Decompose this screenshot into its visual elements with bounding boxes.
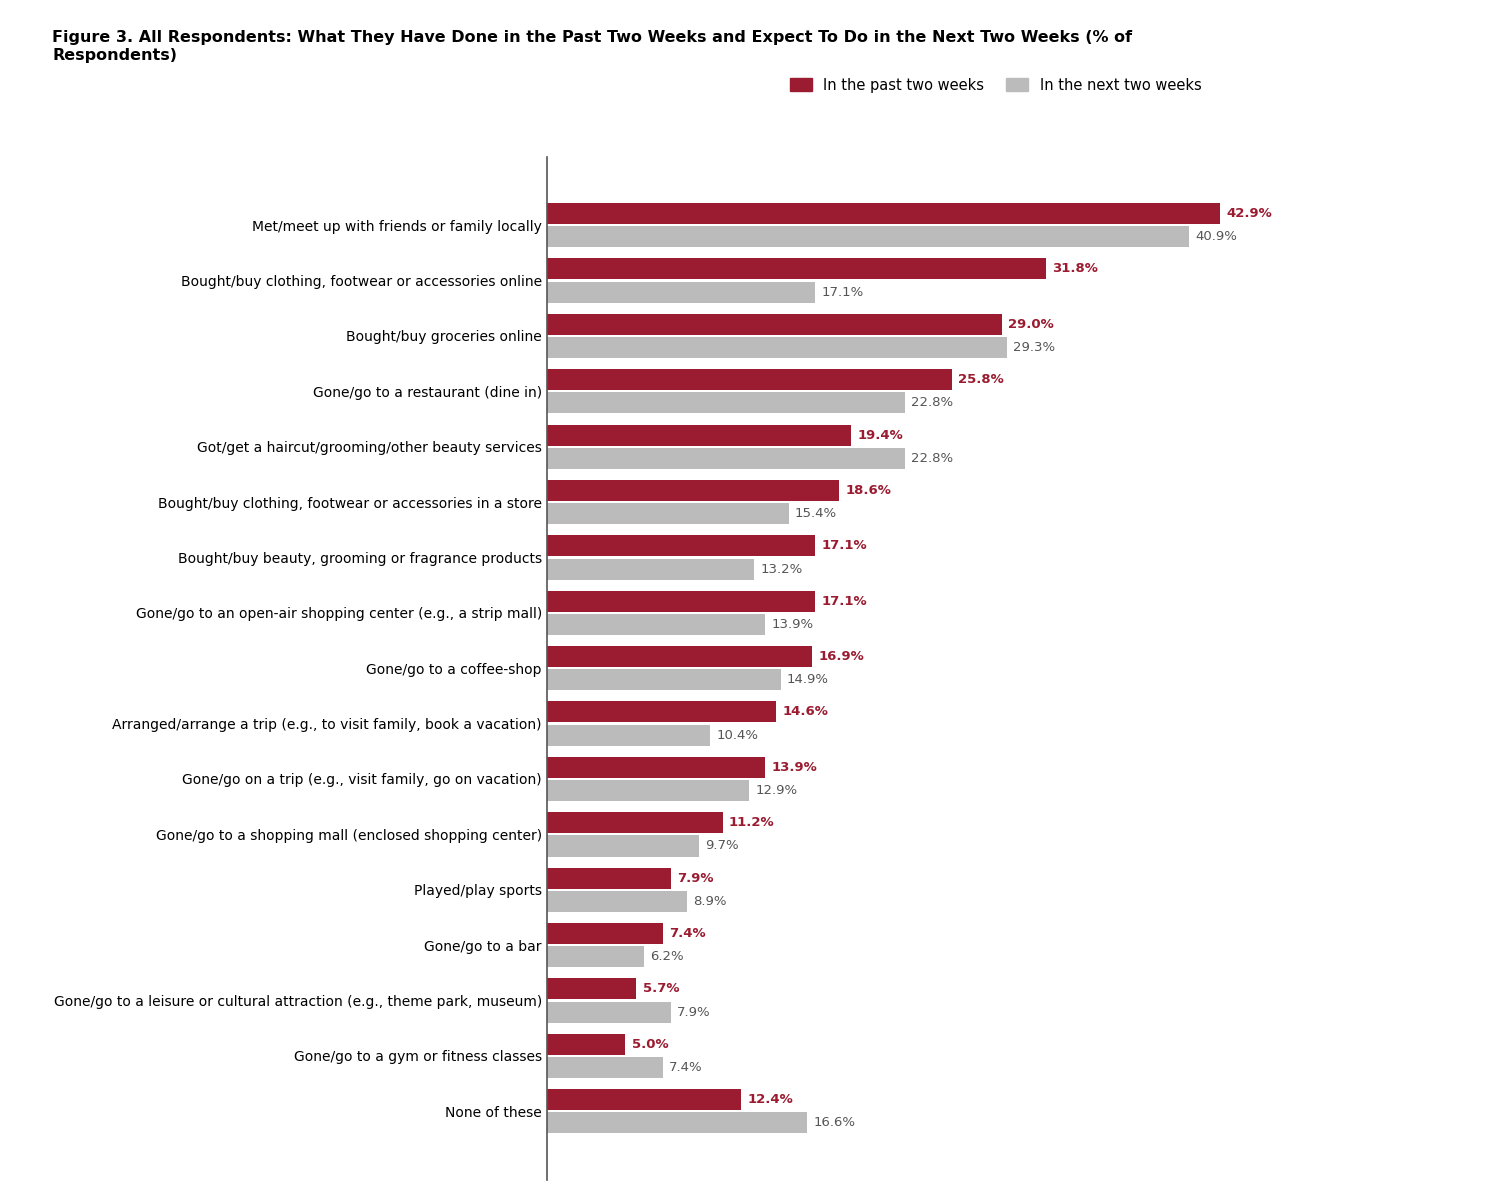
Bar [547,757,765,778]
Bar [547,669,780,690]
Text: Figure 3. All Respondents: What They Have Done in the Past Two Weeks and Expect : Figure 3. All Respondents: What They Hav… [52,30,1132,63]
Text: 18.6%: 18.6% [845,484,891,497]
Text: 13.9%: 13.9% [771,761,816,774]
Bar [547,702,776,722]
Text: 14.6%: 14.6% [782,706,828,719]
Text: 29.0%: 29.0% [1008,318,1055,331]
Bar [547,946,644,967]
Text: 7.9%: 7.9% [677,872,713,885]
Text: 10.4%: 10.4% [716,728,758,742]
Text: 22.8%: 22.8% [911,396,953,409]
Text: 6.2%: 6.2% [650,950,685,963]
Text: 22.8%: 22.8% [911,452,953,465]
Bar [547,647,812,667]
Text: 17.1%: 17.1% [821,285,864,299]
Bar [547,836,700,856]
Bar [547,425,851,445]
Bar [547,503,788,524]
Text: 16.6%: 16.6% [813,1116,855,1129]
Bar [547,923,664,944]
Text: 9.7%: 9.7% [706,839,739,852]
Text: 40.9%: 40.9% [1195,230,1237,243]
Bar [547,448,905,468]
Bar [547,891,686,911]
Text: 12.4%: 12.4% [748,1093,794,1106]
Text: 7.9%: 7.9% [677,1005,710,1019]
Text: 14.9%: 14.9% [786,673,828,686]
Bar [547,559,753,579]
Bar [547,1057,664,1078]
Text: 12.9%: 12.9% [755,784,798,797]
Text: 29.3%: 29.3% [1013,341,1055,354]
Bar [547,370,951,390]
Bar [547,1090,742,1110]
Text: 11.2%: 11.2% [730,816,774,830]
Text: 7.4%: 7.4% [670,927,706,940]
Bar [547,979,637,999]
Text: 31.8%: 31.8% [1052,262,1098,276]
Bar [547,1034,625,1055]
Bar [547,780,749,801]
Text: 5.0%: 5.0% [632,1038,668,1051]
Bar [547,591,815,612]
Bar [547,203,1221,224]
Text: 16.9%: 16.9% [818,650,864,663]
Text: 15.4%: 15.4% [795,507,837,520]
Bar [547,725,710,745]
Text: 17.1%: 17.1% [821,595,867,608]
Bar [547,393,905,413]
Bar [547,813,722,833]
Bar [547,480,839,501]
Bar [547,282,815,302]
Text: 13.2%: 13.2% [761,562,803,576]
Bar [547,1112,807,1133]
Legend: In the past two weeks, In the next two weeks: In the past two weeks, In the next two w… [783,72,1207,99]
Bar [547,259,1046,279]
Text: 25.8%: 25.8% [959,373,1004,386]
Bar [547,226,1189,247]
Text: 42.9%: 42.9% [1227,207,1272,220]
Bar [547,536,815,556]
Bar [547,337,1007,358]
Text: 8.9%: 8.9% [692,895,727,908]
Bar [547,614,765,635]
Bar [547,868,671,889]
Text: 7.4%: 7.4% [670,1061,703,1074]
Text: 19.4%: 19.4% [858,429,903,442]
Text: 17.1%: 17.1% [821,539,867,553]
Bar [547,1002,671,1022]
Text: 13.9%: 13.9% [771,618,813,631]
Text: 5.7%: 5.7% [643,982,679,996]
Bar [547,314,1002,335]
